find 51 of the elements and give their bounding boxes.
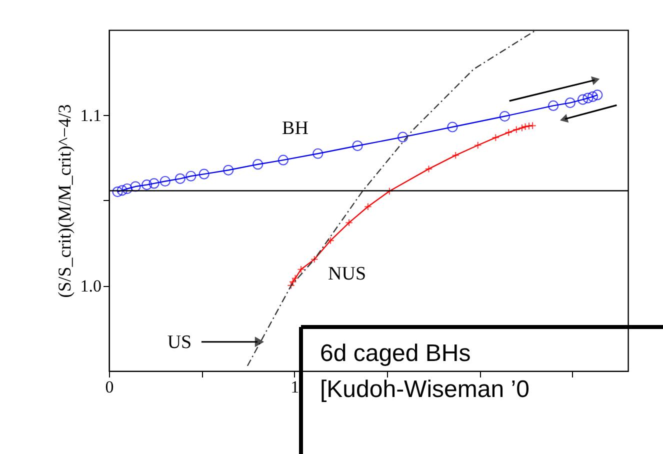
- x-tick-label: 1: [290, 378, 300, 396]
- y-axis-title: (S/S_crit)(M/M_crit)^−4/3: [54, 104, 74, 298]
- point: [186, 170, 196, 182]
- point: [223, 164, 234, 176]
- point: [252, 159, 264, 170]
- point: [518, 124, 526, 132]
- point: [312, 148, 324, 159]
- point: [122, 183, 132, 194]
- point: [345, 218, 353, 227]
- point: [525, 122, 533, 130]
- point: [287, 282, 295, 290]
- point: [310, 255, 318, 264]
- annotation: 6d caged BHs: [320, 340, 471, 367]
- point: [447, 122, 458, 132]
- point: [592, 90, 603, 100]
- text: US: [167, 332, 192, 353]
- point: [504, 128, 513, 136]
- point: [452, 151, 460, 160]
- text: [Kudoh-Wiseman ’0: [320, 376, 530, 403]
- y-tick-label: 1.1: [80, 106, 102, 125]
- point: [116, 185, 128, 196]
- point: [521, 122, 530, 131]
- point: [112, 186, 123, 198]
- point: [582, 92, 594, 104]
- point: [326, 236, 334, 244]
- point: [174, 173, 186, 184]
- point: [528, 122, 536, 130]
- point: [352, 140, 363, 152]
- point: [148, 178, 160, 189]
- point: [492, 134, 500, 142]
- point: [291, 274, 300, 282]
- point: [474, 141, 482, 150]
- point: [297, 265, 305, 274]
- point: [577, 94, 588, 105]
- point: [364, 202, 372, 211]
- point: [564, 98, 576, 108]
- point: [130, 181, 141, 192]
- point: [160, 176, 170, 187]
- y-tick-label: 1.0: [80, 276, 102, 296]
- series-label: NUS: [328, 263, 366, 284]
- point: [398, 132, 408, 142]
- x-tick-label: 0: [105, 378, 114, 396]
- line-series: [246, 29, 537, 366]
- point: [278, 154, 289, 166]
- point: [142, 180, 152, 190]
- point: [198, 168, 210, 180]
- point: [548, 100, 559, 111]
- point: [499, 110, 510, 122]
- point: [424, 165, 433, 173]
- series-label: BH: [282, 118, 309, 140]
- point: [512, 126, 520, 134]
